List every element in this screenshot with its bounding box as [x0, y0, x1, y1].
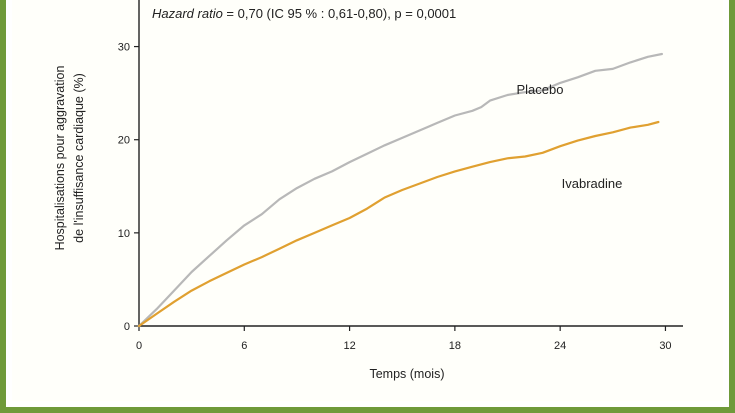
y-tick-label: 20 — [118, 135, 130, 147]
y-tick-label: 30 — [118, 42, 130, 54]
x-axis-label: Temps (mois) — [369, 367, 444, 381]
y-axis-label-line-2: de l'insuffisance cardiaque (%) — [72, 73, 86, 243]
y-axis-label-line-1: Hospitalisations pour aggravation — [53, 66, 67, 251]
series-label-placebo: Placebo — [517, 82, 564, 97]
y-tick-label: 10 — [118, 228, 130, 240]
x-tick-label: 0 — [136, 340, 142, 352]
x-tick-label: 6 — [241, 340, 247, 352]
axes: 0 6 12 18 24 30 0 10 20 30 — [118, 0, 683, 352]
x-tick-label: 30 — [659, 340, 671, 352]
chart-panel — [12, 0, 723, 401]
series-label-ivabradine: Ivabradine — [562, 176, 623, 191]
hazard-ratio-value: = 0,70 (IC 95 % : 0,61-0,80), p = 0,0001 — [223, 6, 456, 21]
series-labels: Placebo Ivabradine — [517, 82, 623, 191]
x-tick-label: 18 — [449, 340, 461, 352]
x-tick-label: 24 — [554, 340, 566, 352]
series-line-ivabradine — [137, 120, 660, 328]
hazard-ratio-annotation: Hazard ratio = 0,70 (IC 95 % : 0,61-0,80… — [152, 6, 456, 21]
x-tick-label: 12 — [343, 340, 355, 352]
hazard-ratio-label: Hazard ratio — [152, 6, 223, 21]
series-line-placebo — [137, 52, 664, 328]
y-tick-label: 0 — [124, 321, 130, 333]
series-layer — [137, 52, 664, 328]
